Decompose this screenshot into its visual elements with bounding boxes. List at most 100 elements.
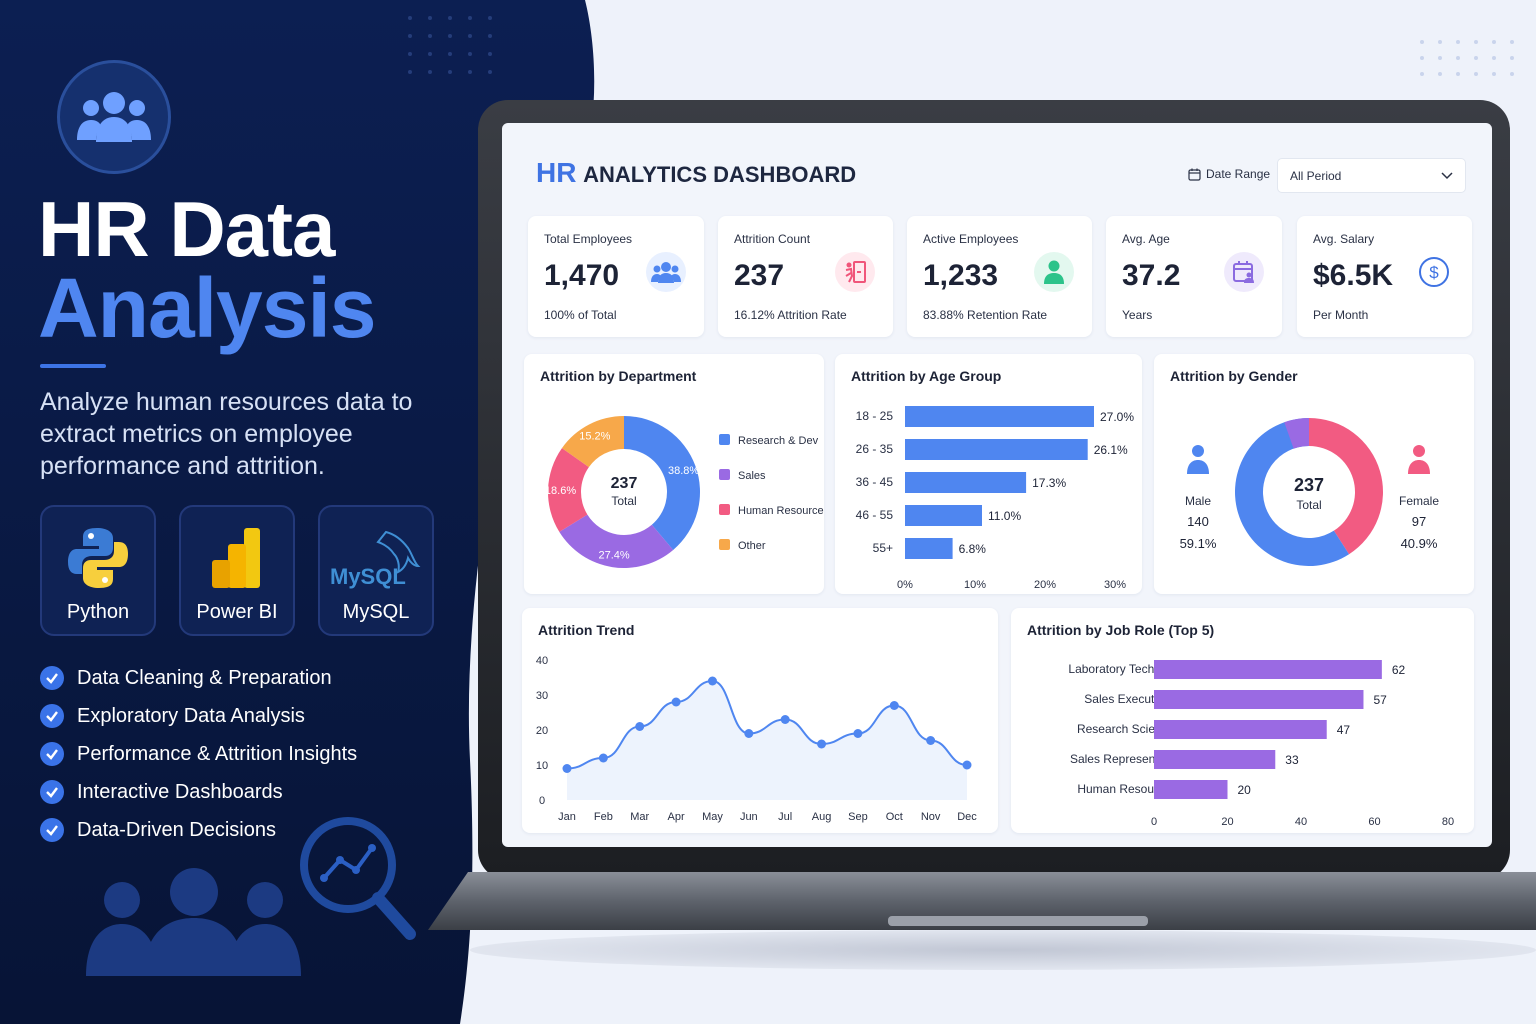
x-tick-label: 20 [1221,816,1233,828]
kpi-value: 1,233 [923,259,999,292]
kpi-label: Attrition Count [734,232,811,246]
python-logo-icon [42,523,154,593]
donut-slice [624,416,700,550]
x-tick-label: Jan [558,811,576,823]
female-pct: 40.9% [1401,536,1438,551]
trend-point [817,739,827,749]
x-tick-label: May [702,811,723,823]
bar-value-label: 33 [1285,753,1299,767]
panel-age-group: Attrition by Age Group 18 - 25 27.0% 26 - … [835,354,1142,594]
date-range: Date Range [1188,167,1270,181]
age-bar [905,439,1088,460]
hero-panel: HR Data Analysis Analyze human resources… [0,0,620,1024]
tool-label: Python [66,601,130,623]
trend-point [598,753,608,763]
kpi-attrition-count: Attrition Count 237 16.12% Attrition Rat… [718,216,893,337]
bar-category-label: 18 - 25 [856,409,894,423]
tool-card-python: Python [40,505,156,636]
bar-category-label: 26 - 35 [856,442,894,456]
male-label: Male [1185,494,1211,508]
age-bar [905,472,1027,493]
check-icon [40,742,64,766]
legend-swatch [719,434,730,445]
calendar-icon [1188,168,1201,181]
kpi-active-employees: Active Employees 1,233 83.88% Retention … [907,216,1092,337]
kpi-value: $6.5K [1313,259,1394,292]
mysql-logo-icon: MySQL [320,523,432,593]
donut-slice-female [1309,418,1383,555]
donut-slice [548,448,589,532]
trend-point [744,729,754,738]
slice-label: 38.8% [668,465,699,477]
tool-card-powerbi: Power BI [179,505,295,636]
panel-job-role: Attrition by Job Role (Top 5) Laboratory… [1011,608,1474,833]
female-label: Female [1399,494,1439,508]
exit-door-icon [835,252,875,292]
period-value: All Period [1290,168,1342,183]
team-icon [57,60,171,174]
kpi-label: Total Employees [544,232,633,246]
bar-value-label: 47 [1337,723,1351,737]
x-tick-label: Dec [957,811,977,823]
feature-item: Performance & Attrition Insights [40,741,357,767]
title-rest: ANALYTICS DASHBOARD [583,162,857,187]
check-icon [40,704,64,728]
trend-point [780,715,790,724]
slice-label: 18.6% [545,485,576,497]
donut-center-label: Total [611,494,636,508]
check-icon [40,780,64,804]
x-tick-label: Sep [848,811,868,823]
kpi-value: 237 [734,259,785,292]
hero-title-line2: Analysis [38,261,377,355]
trend-point [962,760,972,770]
kpi-sub: 16.12% Attrition Rate [734,308,847,322]
bar-value-label: 11.0% [988,509,1021,523]
x-tick-label: 0 [1151,816,1157,828]
kpi-avg-age: Avg. Age 37.2 Years [1106,216,1282,337]
feature-text: Performance & Attrition Insights [77,742,358,765]
tool-label: MySQL [342,601,410,623]
title-underline [40,364,106,368]
feature-item: Data Cleaning & Preparation [40,665,332,691]
trend-point [853,729,863,738]
bar-value-label: 17.3% [1032,476,1066,490]
age-bar [905,505,982,526]
panel-title: Attrition by Department [540,368,697,384]
mysql-logo-text: MySQL [330,564,406,589]
job-role-bar [1154,780,1228,799]
female-icon [1408,445,1430,474]
donut-slice-male [1235,418,1350,566]
user-icon [1034,252,1074,292]
department-donut-chart: 38.8% 27.4% 18.6% 15.2% 237 Total Research … [545,416,824,568]
bar-value-label: 62 [1392,663,1406,677]
male-count: 140 [1187,514,1209,529]
x-tick-label: 80 [1442,816,1454,828]
kpi-label: Active Employees [923,232,1019,246]
x-tick-label: Mar [630,811,649,823]
donut-slice [559,514,674,568]
calendar-user-icon [1224,252,1264,292]
trend-point [562,764,572,773]
feature-item: Exploratory Data Analysis [40,703,305,729]
y-tick-label: 40 [536,655,548,667]
trend-point [926,736,936,745]
donut-slice [561,416,624,468]
period-select[interactable]: All Period [1277,158,1466,193]
y-tick-label: 10 [536,760,548,772]
x-tick-label: 10% [964,579,986,591]
x-tick-label: Aug [812,811,832,823]
kpi-avg-salary: Avg. Salary $6.5K Per Month $ [1297,216,1472,337]
x-tick-label: Nov [921,811,941,823]
dashboard-screen: HR ANALYTICS DASHBOARD Date Range All Pe… [502,123,1492,847]
dollar-icon: $ [1414,252,1454,292]
legend-swatch [719,504,730,515]
feature-text: Interactive Dashboards [77,780,283,803]
feature-item: Data-Driven Decisions [40,817,276,843]
job-role-bar [1154,750,1276,769]
trend-line-chart: 0 10 20 30 40 Jan Feb Mar Apr May Jun Jul Aug Sep Oct N… [536,655,977,823]
feature-text: Exploratory Data Analysis [77,704,305,727]
check-icon [40,666,64,690]
y-tick-label: 0 [539,795,545,807]
dashboard-title: HR ANALYTICS DASHBOARD [536,159,856,187]
